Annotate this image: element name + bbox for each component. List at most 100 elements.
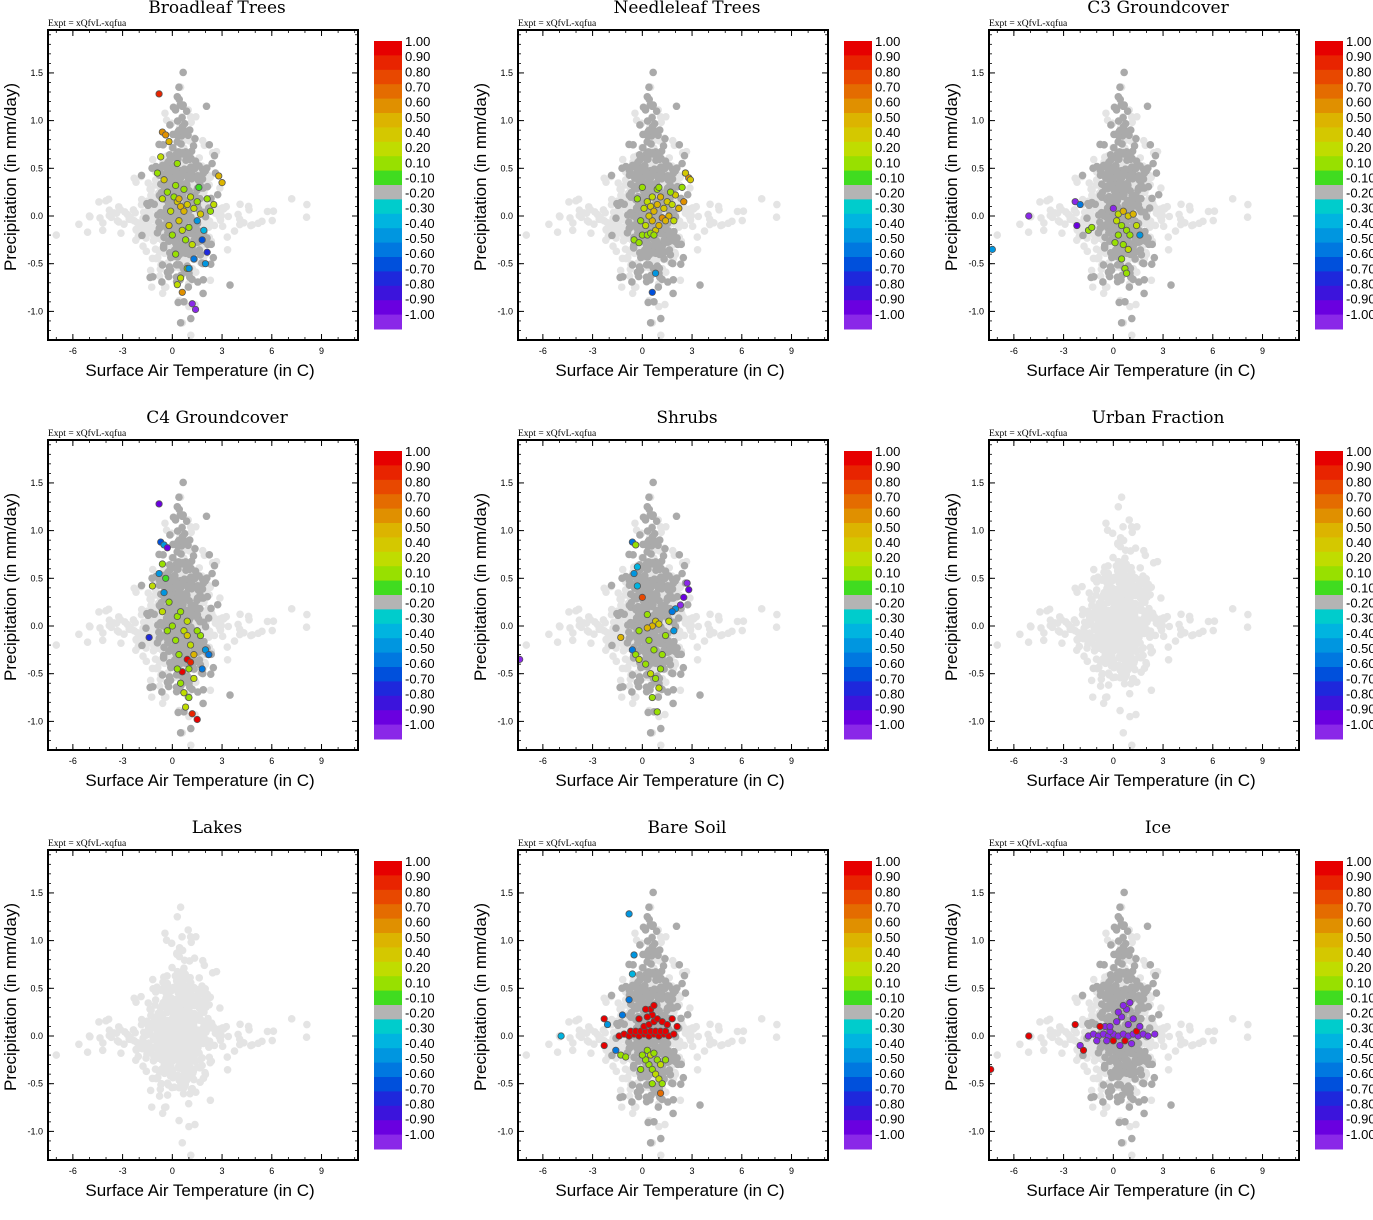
colorbar-label: 0.60 bbox=[405, 95, 430, 110]
y-tick-label: 1.0 bbox=[30, 526, 43, 536]
insignificant-point bbox=[194, 688, 202, 696]
insignificant-point bbox=[172, 168, 180, 176]
background-point bbox=[1177, 221, 1185, 229]
data-point bbox=[651, 208, 657, 214]
colorbar-label: -0.20 bbox=[875, 186, 905, 201]
background-point bbox=[706, 200, 714, 208]
insignificant-point bbox=[161, 213, 169, 221]
panel-title: C4 Groundcover bbox=[146, 408, 288, 428]
colorbar-label: 1.00 bbox=[1346, 34, 1371, 49]
x-tick-label: 3 bbox=[220, 346, 225, 356]
insignificant-point bbox=[214, 601, 222, 609]
insignificant-point bbox=[639, 144, 647, 152]
insignificant-point bbox=[182, 590, 190, 598]
insignificant-point bbox=[138, 232, 146, 240]
insignificant-point bbox=[166, 531, 174, 539]
colorbar-label: -0.80 bbox=[405, 687, 435, 702]
insignificant-point bbox=[203, 512, 211, 520]
background-point bbox=[224, 656, 232, 664]
colorbar-label: -0.50 bbox=[405, 231, 435, 246]
background-point bbox=[236, 221, 244, 229]
background-point bbox=[130, 206, 138, 214]
insignificant-point bbox=[154, 639, 162, 647]
colorbar-swatch bbox=[374, 638, 402, 653]
insignificant-point bbox=[206, 551, 214, 559]
background-point bbox=[545, 220, 553, 228]
insignificant-point bbox=[191, 545, 199, 553]
data-point bbox=[194, 628, 200, 634]
insignificant-point bbox=[1152, 152, 1160, 160]
background-point bbox=[590, 220, 598, 228]
insignificant-point bbox=[1140, 260, 1148, 268]
insignificant-point bbox=[1151, 254, 1159, 262]
background-point bbox=[114, 627, 122, 635]
insignificant-point bbox=[1108, 254, 1116, 262]
colorbar-swatch bbox=[844, 84, 872, 99]
colorbar-swatch bbox=[1315, 315, 1343, 330]
data-point bbox=[656, 222, 662, 228]
insignificant-point bbox=[179, 479, 187, 487]
insignificant-point bbox=[187, 315, 195, 323]
insignificant-point bbox=[1088, 199, 1096, 207]
insignificant-point bbox=[207, 241, 215, 249]
background-point bbox=[223, 643, 231, 651]
insignificant-point bbox=[644, 93, 652, 101]
x-tick-label: 0 bbox=[1111, 346, 1116, 356]
background-point bbox=[715, 203, 723, 211]
insignificant-point bbox=[1140, 175, 1148, 183]
data-point bbox=[181, 208, 187, 214]
colorbar-swatch bbox=[1315, 142, 1343, 157]
y-tick-label: 1.5 bbox=[500, 68, 513, 78]
insignificant-point bbox=[191, 601, 199, 609]
colorbar-swatch bbox=[844, 286, 872, 301]
data-point bbox=[156, 501, 162, 507]
colorbar-label: 0.10 bbox=[405, 565, 430, 580]
insignificant-point bbox=[199, 585, 207, 593]
background-point bbox=[95, 608, 103, 616]
data-point bbox=[682, 170, 688, 176]
insignificant-point bbox=[169, 144, 177, 152]
colorbar-label: 0.80 bbox=[875, 64, 900, 79]
background-point bbox=[303, 213, 311, 221]
background-point bbox=[223, 233, 231, 241]
background-point bbox=[231, 637, 239, 645]
background-point bbox=[602, 226, 610, 234]
colorbar-swatch bbox=[1315, 228, 1343, 243]
background-point bbox=[609, 242, 617, 250]
colorbar-swatch bbox=[374, 653, 402, 668]
background-point bbox=[211, 632, 219, 640]
insignificant-point bbox=[1128, 315, 1136, 323]
background-point bbox=[224, 213, 232, 221]
colorbar-swatch bbox=[374, 185, 402, 200]
y-axis-label: Precipitation (in mm/day) bbox=[1, 493, 20, 681]
colorbar-swatch bbox=[1315, 41, 1343, 56]
data-point bbox=[182, 704, 188, 710]
insignificant-point bbox=[172, 578, 180, 586]
data-point bbox=[989, 246, 995, 252]
background-point bbox=[1186, 203, 1194, 211]
background-point bbox=[120, 220, 128, 228]
background-point bbox=[1199, 218, 1207, 226]
background-point bbox=[1061, 220, 1069, 228]
background-point bbox=[596, 213, 604, 221]
insignificant-point bbox=[664, 278, 672, 286]
data-point bbox=[1113, 218, 1119, 224]
colorbar-swatch bbox=[374, 480, 402, 495]
insignificant-point bbox=[138, 172, 146, 180]
panel-title: Shrubs bbox=[656, 408, 717, 428]
insignificant-point bbox=[142, 214, 150, 222]
background-point bbox=[126, 213, 134, 221]
data-point bbox=[1110, 205, 1116, 211]
y-tick-label: -0.5 bbox=[968, 259, 984, 269]
background-point bbox=[686, 184, 694, 192]
data-point bbox=[662, 218, 668, 224]
colorbar-swatch bbox=[1315, 171, 1343, 186]
colorbar-swatch bbox=[1315, 84, 1343, 99]
insignificant-point bbox=[178, 513, 186, 521]
colorbar-swatch bbox=[1315, 199, 1343, 214]
data-point bbox=[184, 201, 190, 207]
insignificant-point bbox=[641, 191, 649, 199]
data-point bbox=[1074, 222, 1080, 228]
